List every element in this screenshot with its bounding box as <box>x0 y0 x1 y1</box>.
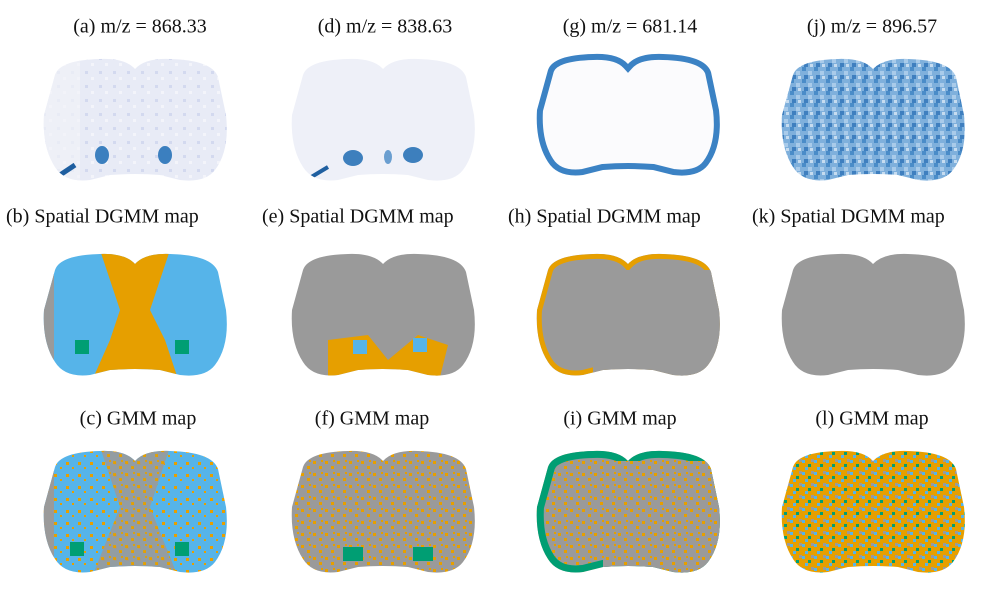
segmentation-map <box>533 447 733 584</box>
page: {"panels": [ {"label": "(a) m/z = 868.33… <box>0 0 992 584</box>
panel-label: (b) Spatial DGMM map <box>6 206 199 228</box>
panel-label: (c) GMM map <box>80 408 197 430</box>
ion-image <box>40 55 235 190</box>
panel-label: (d) m/z = 838.63 <box>318 16 453 38</box>
panel-label: (k) Spatial DGMM map <box>752 206 945 228</box>
segmentation-map <box>778 447 973 582</box>
panel-label: (e) Spatial DGMM map <box>262 206 454 228</box>
panel-label: (h) Spatial DGMM map <box>508 206 701 228</box>
segmentation-map <box>288 250 483 385</box>
panel-label: (f) GMM map <box>315 408 429 430</box>
ion-image <box>778 55 973 190</box>
segmentation-map <box>782 254 965 376</box>
segmentation-map <box>533 250 733 390</box>
panel-label: (j) m/z = 896.57 <box>807 16 937 38</box>
panel-label: (i) GMM map <box>563 408 676 430</box>
panel-label: (a) m/z = 868.33 <box>73 16 206 38</box>
segmentation-map <box>40 250 235 385</box>
panel-label: (g) m/z = 681.14 <box>563 16 698 38</box>
figure: (a) m/z = 868.33 (d) m/z = 838.63 (g) m/… <box>0 0 992 584</box>
panel-label: (l) GMM map <box>815 408 928 430</box>
ion-image <box>533 50 728 185</box>
segmentation-map <box>288 447 483 582</box>
segmentation-map <box>40 447 235 582</box>
ion-image <box>288 55 483 190</box>
